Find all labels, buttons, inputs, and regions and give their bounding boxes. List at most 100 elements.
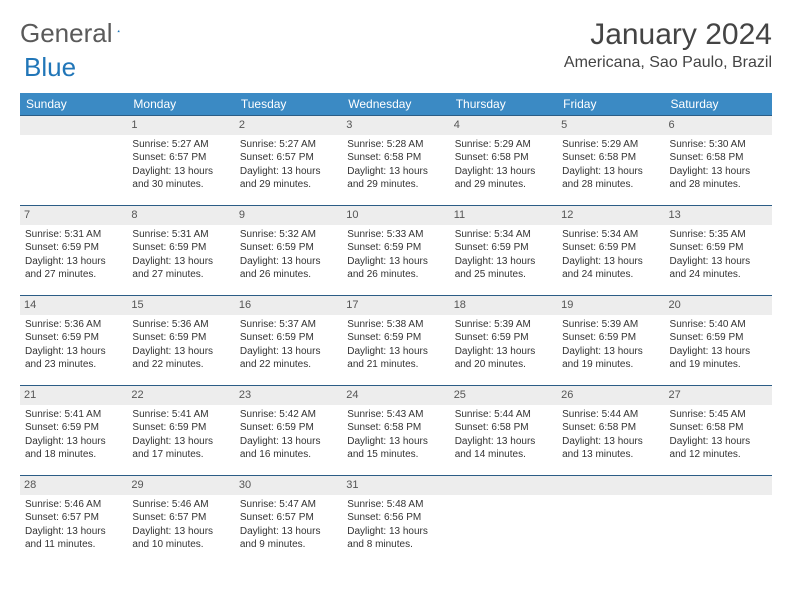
day-info: Sunrise: 5:44 AMSunset: 6:58 PMDaylight:… xyxy=(454,408,553,462)
day-number: 9 xyxy=(235,206,342,225)
sunset-text: Sunset: 6:57 PM xyxy=(25,511,122,525)
sunset-text: Sunset: 6:59 PM xyxy=(132,421,229,435)
day-number: 28 xyxy=(20,476,127,495)
sunset-text: Sunset: 6:59 PM xyxy=(455,331,552,345)
calendar-day-cell: 24 Sunrise: 5:43 AMSunset: 6:58 PMDayligh… xyxy=(342,386,449,476)
day-info: Sunrise: 5:47 AMSunset: 6:57 PMDaylight:… xyxy=(239,498,338,552)
daylight-text: Daylight: 13 hours and 18 minutes. xyxy=(25,435,122,462)
day-number: 5 xyxy=(557,116,664,135)
calendar-day-cell: 8Sunrise: 5:31 AMSunset: 6:59 PMDaylight… xyxy=(127,206,234,296)
day-number: 13 xyxy=(665,206,772,225)
calendar-day-cell: 15Sunrise: 5:36 AMSunset: 6:59 PMDayligh… xyxy=(127,296,234,386)
calendar-day-cell: 3Sunrise: 5:28 AMSunset: 6:58 PMDaylight… xyxy=(342,116,449,206)
daylight-text: Daylight: 13 hours and 12 minutes. xyxy=(670,435,767,462)
daylight-text: Daylight: 13 hours and 29 minutes. xyxy=(347,165,444,192)
day-number: 22 xyxy=(127,386,234,405)
day-info: Sunrise: 5:39 AMSunset: 6:59 PMDaylight:… xyxy=(561,318,660,372)
day-number xyxy=(450,476,557,495)
day-number: 26 xyxy=(557,386,664,405)
sunset-text: Sunset: 6:58 PM xyxy=(347,421,444,435)
weekday-header: Wednesday xyxy=(342,93,449,116)
daylight-text: Daylight: 13 hours and 19 minutes. xyxy=(562,345,659,372)
day-info: Sunrise: 5:42 AMSunset: 6:59 PMDaylight:… xyxy=(239,408,338,462)
brand-text-1: General xyxy=(20,18,113,49)
calendar-day-cell: 11 Sunrise: 5:34 AMSunset: 6:59 PMDayligh… xyxy=(450,206,557,296)
sunset-text: Sunset: 6:58 PM xyxy=(670,421,767,435)
calendar-day-cell: 10Sunrise: 5:33 AMSunset: 6:59 PMDayligh… xyxy=(342,206,449,296)
calendar-day-cell: 14Sunrise: 5:36 AMSunset: 6:59 PMDayligh… xyxy=(20,296,127,386)
daylight-text: Daylight: 13 hours and 10 minutes. xyxy=(132,525,229,552)
daylight-text: Daylight: 13 hours and 19 minutes. xyxy=(670,345,767,372)
daylight-text: Daylight: 13 hours and 26 minutes. xyxy=(240,255,337,282)
day-number: 15 xyxy=(127,296,234,315)
daylight-text: Daylight: 13 hours and 13 minutes. xyxy=(562,435,659,462)
sunrise-text: Sunrise: 5:44 AM xyxy=(562,408,659,422)
sunrise-text: Sunrise: 5:46 AM xyxy=(132,498,229,512)
day-info: Sunrise: 5:46 AMSunset: 6:57 PMDaylight:… xyxy=(131,498,230,552)
weekday-header: Thursday xyxy=(450,93,557,116)
calendar-day-cell: 17Sunrise: 5:38 AMSunset: 6:59 PMDayligh… xyxy=(342,296,449,386)
weekday-header: Friday xyxy=(557,93,664,116)
day-number: 21 xyxy=(20,386,127,405)
calendar-header-row: SundayMondayTuesdayWednesdayThursdayFrid… xyxy=(20,93,772,116)
sunrise-text: Sunrise: 5:36 AM xyxy=(132,318,229,332)
daylight-text: Daylight: 13 hours and 22 minutes. xyxy=(132,345,229,372)
sunset-text: Sunset: 6:59 PM xyxy=(455,241,552,255)
calendar-day-cell: 31Sunrise: 5:48 AMSunset: 6:56 PMDayligh… xyxy=(342,476,449,566)
day-info: Sunrise: 5:34 AMSunset: 6:59 PMDaylight:… xyxy=(561,228,660,282)
sunrise-text: Sunrise: 5:39 AM xyxy=(562,318,659,332)
day-info: Sunrise: 5:41 AMSunset: 6:59 PMDaylight:… xyxy=(131,408,230,462)
calendar-day-cell: 29Sunrise: 5:46 AMSunset: 6:57 PMDayligh… xyxy=(127,476,234,566)
day-number: 18 xyxy=(450,296,557,315)
sunset-text: Sunset: 6:59 PM xyxy=(347,331,444,345)
sunrise-text: Sunrise: 5:35 AM xyxy=(670,228,767,242)
day-number: 14 xyxy=(20,296,127,315)
sail-icon xyxy=(117,20,120,42)
day-info: Sunrise: 5:30 AMSunset: 6:58 PMDaylight:… xyxy=(669,138,768,192)
calendar-day-cell: 25Sunrise: 5:44 AMSunset: 6:58 PMDayligh… xyxy=(450,386,557,476)
daylight-text: Daylight: 13 hours and 16 minutes. xyxy=(240,435,337,462)
day-info: Sunrise: 5:27 AMSunset: 6:57 PMDaylight:… xyxy=(131,138,230,192)
location-text: Americana, Sao Paulo, Brazil xyxy=(564,54,772,72)
calendar-day-cell: 21Sunrise: 5:41 AMSunset: 6:59 PMDayligh… xyxy=(20,386,127,476)
calendar-day-cell xyxy=(450,476,557,566)
sunrise-text: Sunrise: 5:39 AM xyxy=(455,318,552,332)
sunrise-text: Sunrise: 5:37 AM xyxy=(240,318,337,332)
calendar-day-cell xyxy=(557,476,664,566)
daylight-text: Daylight: 13 hours and 25 minutes. xyxy=(455,255,552,282)
day-number: 24 xyxy=(342,386,449,405)
day-info: Sunrise: 5:34 AMSunset: 6:59 PMDaylight:… xyxy=(454,228,553,282)
day-info: Sunrise: 5:38 AMSunset: 6:59 PMDaylight:… xyxy=(346,318,445,372)
daylight-text: Daylight: 13 hours and 14 minutes. xyxy=(455,435,552,462)
daylight-text: Daylight: 13 hours and 21 minutes. xyxy=(347,345,444,372)
calendar-day-cell: 4Sunrise: 5:29 AMSunset: 6:58 PMDaylight… xyxy=(450,116,557,206)
calendar-day-cell xyxy=(20,116,127,206)
calendar-day-cell: 1Sunrise: 5:27 AMSunset: 6:57 PMDaylight… xyxy=(127,116,234,206)
calendar-week-row: 28Sunrise: 5:46 AMSunset: 6:57 PMDayligh… xyxy=(20,476,772,566)
sunset-text: Sunset: 6:58 PM xyxy=(455,421,552,435)
day-number: 16 xyxy=(235,296,342,315)
calendar-day-cell xyxy=(665,476,772,566)
daylight-text: Daylight: 13 hours and 30 minutes. xyxy=(132,165,229,192)
sunset-text: Sunset: 6:58 PM xyxy=(670,151,767,165)
sunset-text: Sunset: 6:57 PM xyxy=(132,151,229,165)
day-number: 11 xyxy=(450,206,557,225)
day-number: 30 xyxy=(235,476,342,495)
calendar-day-cell: 20Sunrise: 5:40 AMSunset: 6:59 PMDayligh… xyxy=(665,296,772,386)
daylight-text: Daylight: 13 hours and 28 minutes. xyxy=(562,165,659,192)
sunrise-text: Sunrise: 5:36 AM xyxy=(25,318,122,332)
daylight-text: Daylight: 13 hours and 17 minutes. xyxy=(132,435,229,462)
weekday-header: Saturday xyxy=(665,93,772,116)
sunset-text: Sunset: 6:59 PM xyxy=(132,241,229,255)
title-block: January 2024 Americana, Sao Paulo, Brazi… xyxy=(564,18,772,72)
day-info: Sunrise: 5:46 AMSunset: 6:57 PMDaylight:… xyxy=(24,498,123,552)
daylight-text: Daylight: 13 hours and 29 minutes. xyxy=(240,165,337,192)
sunrise-text: Sunrise: 5:31 AM xyxy=(25,228,122,242)
sunset-text: Sunset: 6:58 PM xyxy=(347,151,444,165)
brand-text-2: Blue xyxy=(24,52,76,83)
calendar-week-row: 1Sunrise: 5:27 AMSunset: 6:57 PMDaylight… xyxy=(20,116,772,206)
sunrise-text: Sunrise: 5:33 AM xyxy=(347,228,444,242)
day-info: Sunrise: 5:43 AMSunset: 6:58 PMDaylight:… xyxy=(346,408,445,462)
sunrise-text: Sunrise: 5:38 AM xyxy=(347,318,444,332)
day-number: 4 xyxy=(450,116,557,135)
